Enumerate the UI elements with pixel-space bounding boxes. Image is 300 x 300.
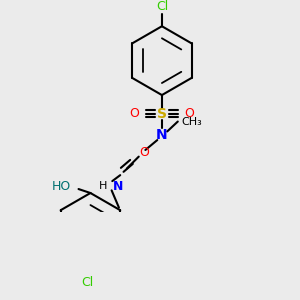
Text: O: O xyxy=(130,107,140,120)
Text: O: O xyxy=(184,107,194,120)
Text: CH₃: CH₃ xyxy=(182,116,202,127)
Text: N: N xyxy=(156,128,168,142)
Text: Cl: Cl xyxy=(81,276,93,290)
Text: HO: HO xyxy=(51,180,70,193)
Text: O: O xyxy=(140,146,149,159)
Text: Cl: Cl xyxy=(156,0,168,13)
Text: H: H xyxy=(99,182,108,191)
Text: S: S xyxy=(157,106,167,121)
Text: N: N xyxy=(113,180,123,193)
